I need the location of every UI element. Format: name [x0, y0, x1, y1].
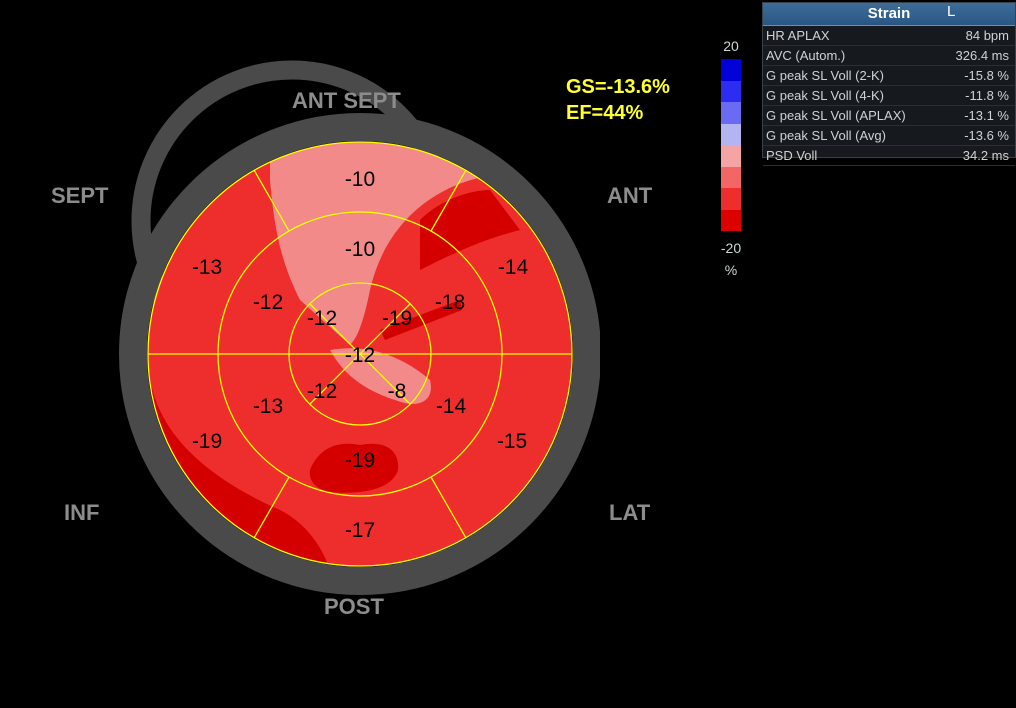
color-scale-swatch — [721, 80, 741, 102]
panel-row-value: 34.2 ms — [962, 148, 1009, 163]
color-scale-swatch — [721, 166, 741, 188]
grid-spoke-diag — [309, 303, 411, 405]
segment-value: -10 — [345, 168, 375, 191]
panel-row: HR APLAX 84 bpm — [763, 26, 1015, 46]
scale-min-label: -20 — [720, 240, 742, 256]
panel-row: G peak SL Voll (APLAX) -13.1 % — [763, 106, 1015, 126]
segment-value: -10 — [345, 238, 375, 261]
segment-value: -13 — [192, 256, 222, 279]
color-scale-bar — [721, 59, 741, 231]
segment-value: -14 — [498, 256, 529, 279]
grid-spoke — [253, 476, 290, 539]
panel-row-value: -11.8 % — [965, 88, 1009, 103]
panel-row-value: -15.8 % — [964, 68, 1009, 83]
panel-row-label: G peak SL Voll (APLAX) — [766, 108, 906, 123]
global-strain-value: GS=-13.6% — [566, 76, 670, 98]
high-strain-streak — [380, 300, 462, 340]
panel-rows: HR APLAX 84 bpm AVC (Autom.) 326.4 ms G peak… — [763, 26, 1015, 166]
panel-row-value: 326.4 ms — [955, 48, 1009, 63]
segment-value: -18 — [435, 291, 465, 314]
segment-value: -19 — [345, 449, 375, 472]
bullseye-plot: -10 -14 -15 -17 -19 -13 -10 -18 -14 -19 … — [119, 60, 600, 595]
global-strain-summary: GS=-13.6% EF=44% — [566, 74, 670, 126]
panel-row-value: -13.6 % — [964, 128, 1009, 143]
high-strain-region-ant — [420, 190, 520, 270]
segment-value: -14 — [436, 395, 467, 418]
segment-value: -19 — [382, 307, 412, 330]
wall-label-ant-sept: ANT SEPT — [292, 88, 401, 113]
panel-title: Strain — [867, 5, 911, 22]
panel-row: G peak SL Voll (4-K) -11.8 % — [763, 86, 1015, 106]
panel-header[interactable]: Strain L — [763, 3, 1015, 26]
grid-spoke — [253, 169, 290, 232]
panel-row-value: 84 bpm — [965, 28, 1009, 43]
panel-row-label: PSD Voll — [766, 148, 818, 163]
segment-value: -12 — [307, 380, 337, 403]
segment-value: -15 — [497, 430, 527, 453]
segment-value: -12 — [307, 307, 337, 330]
wall-label-inf: INF — [64, 500, 100, 525]
scale-unit-label: % — [724, 262, 738, 278]
segment-value: -8 — [388, 380, 407, 403]
panel-row: AVC (Autom.) 326.4 ms — [763, 46, 1015, 66]
panel-row-label: HR APLAX — [766, 28, 830, 43]
panel-row-label: G peak SL Voll (4-K) — [766, 88, 885, 103]
panel-row-label: G peak SL Voll (2-K) — [766, 68, 885, 83]
segment-value: -12 — [253, 291, 283, 314]
outer-ring — [119, 113, 600, 595]
panel-row-label: AVC (Autom.) — [766, 48, 846, 63]
color-scale-swatch — [721, 59, 741, 81]
panel-row: G peak SL Voll (2-K) -15.8 % — [763, 66, 1015, 86]
ejection-fraction-value: EF=44% — [566, 102, 644, 124]
color-scale-swatch — [721, 145, 741, 167]
wall-label-lat: LAT — [609, 500, 651, 525]
color-scale-swatch — [721, 209, 741, 231]
grid-spoke — [430, 476, 467, 539]
panel-row-label: G peak SL Voll (Avg) — [766, 128, 886, 143]
wall-label-sept: SEPT — [51, 183, 109, 208]
grid-spoke — [430, 169, 467, 232]
strain-results-panel: Strain L HR APLAX 84 bpm AVC (Autom.) 326.4… — [762, 2, 1016, 166]
panel-row: PSD Voll 34.2 ms — [763, 146, 1015, 166]
mouse-cursor-icon: L — [947, 3, 956, 20]
scale-max-label: 20 — [723, 38, 739, 54]
high-strain-region-post — [309, 443, 399, 493]
segment-value: -13 — [253, 395, 283, 418]
low-strain-region-apex — [330, 348, 431, 404]
wall-label-ant: ANT — [607, 183, 653, 208]
segment-value: -19 — [192, 430, 222, 453]
segment-value: -12 — [345, 344, 375, 367]
segment-value: -17 — [345, 519, 375, 542]
color-scale-swatch — [721, 123, 741, 145]
color-scale-swatch — [721, 188, 741, 210]
panel-row-value: -13.1 % — [964, 108, 1009, 123]
panel-row: G peak SL Voll (Avg) -13.6 % — [763, 126, 1015, 146]
wall-label-post: POST — [324, 594, 384, 619]
color-scale-swatch — [721, 102, 741, 124]
